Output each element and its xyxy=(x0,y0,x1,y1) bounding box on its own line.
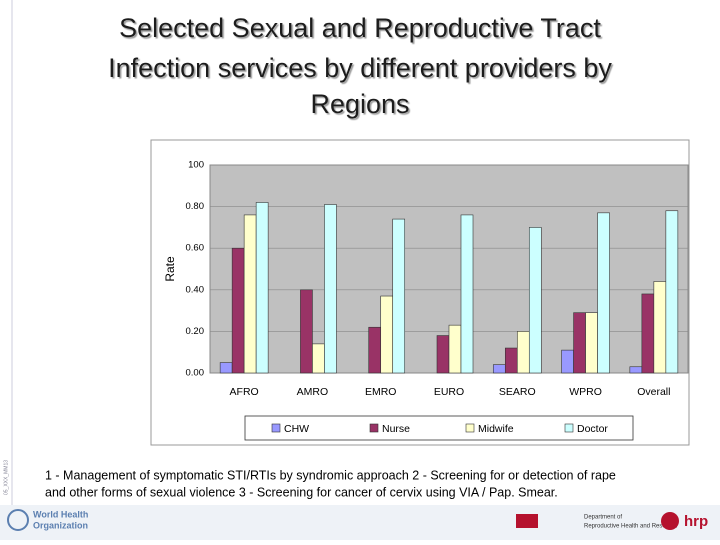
y-tick-label: 0.60 xyxy=(186,243,205,254)
y-tick-label: 0.00 xyxy=(186,368,205,379)
bar xyxy=(255,202,269,374)
who-logo xyxy=(7,509,29,531)
bar xyxy=(561,349,574,374)
bar xyxy=(380,295,394,374)
title-line: Selected Sexual and Reproductive Tract xyxy=(119,13,601,43)
side-code: 05_XXX_MM13 xyxy=(3,460,9,495)
title-line: Infection services by different provider… xyxy=(108,53,612,83)
bar xyxy=(219,362,233,374)
note-line: and other forms of sexual violence 3 - S… xyxy=(45,485,558,499)
x-tick-label: AMRO xyxy=(297,386,329,398)
bar xyxy=(629,366,643,374)
x-tick-label: EMRO xyxy=(365,386,397,398)
legend-swatch xyxy=(271,423,281,433)
footer-band xyxy=(0,505,720,540)
rhr-logo xyxy=(516,514,538,528)
who-name: Organization xyxy=(33,520,88,530)
legend-label: Doctor xyxy=(577,423,608,435)
bar xyxy=(312,343,325,374)
department-name: Department of xyxy=(584,515,622,521)
title: Selected Sexual and Reproductive Tract I… xyxy=(108,13,612,119)
legend-label: Midwife xyxy=(478,423,514,435)
y-tick-label: 0.20 xyxy=(186,326,205,337)
department-name: Reproductive Health and Research xyxy=(584,524,677,530)
bar xyxy=(528,227,542,374)
bar xyxy=(597,212,610,374)
bar xyxy=(504,347,518,374)
bar xyxy=(460,214,474,374)
x-tick-label: WPRO xyxy=(569,386,602,398)
y-tick-label: 100 xyxy=(188,160,204,171)
bar xyxy=(516,331,530,374)
y-tick-label: 0.80 xyxy=(186,201,205,212)
who-name: World Health xyxy=(33,509,88,519)
x-tick-label: SEARO xyxy=(499,386,536,398)
x-tick-label: EURO xyxy=(434,386,464,398)
bar xyxy=(243,214,257,374)
hrp-logo xyxy=(661,512,679,530)
bar xyxy=(665,210,679,374)
bar xyxy=(436,335,450,374)
bar xyxy=(492,364,506,374)
legend-swatch xyxy=(564,423,574,433)
bar xyxy=(585,312,598,374)
y-tick-label: 0.40 xyxy=(186,284,205,295)
bar xyxy=(448,324,462,374)
bar xyxy=(653,281,667,374)
legend-swatch xyxy=(465,423,475,433)
hrp-name: hrp xyxy=(684,513,708,530)
legend-label: Nurse xyxy=(382,423,410,435)
legend-label: CHW xyxy=(284,423,309,435)
bar xyxy=(392,218,406,374)
note-line: 1 - Management of symptomatic STI/RTIs b… xyxy=(45,468,616,482)
y-axis-label: Rate xyxy=(163,256,177,282)
bar xyxy=(300,289,313,374)
x-tick-label: Overall xyxy=(637,386,670,398)
bar xyxy=(324,204,337,374)
title-line: Regions xyxy=(310,89,409,119)
legend-swatch xyxy=(369,423,379,433)
legend-box xyxy=(244,415,634,441)
bar xyxy=(641,293,655,374)
bar xyxy=(231,247,245,374)
bar xyxy=(573,312,586,374)
bar xyxy=(368,326,382,374)
x-tick-label: AFRO xyxy=(230,386,259,398)
